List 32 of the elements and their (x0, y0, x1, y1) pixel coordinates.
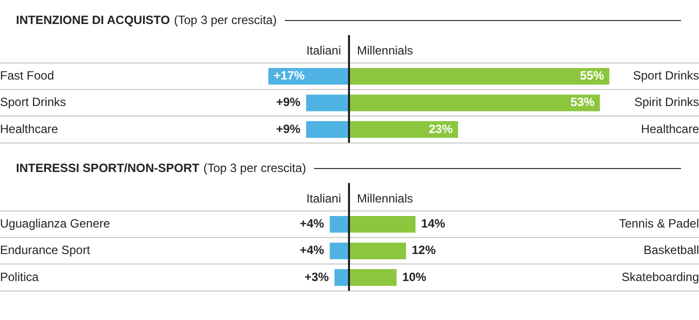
y-tick-label: Healthcare (0, 122, 58, 136)
data-label: 53% (570, 95, 595, 110)
data-label: 12% (412, 243, 436, 258)
y-tick-label: Sport Drinks (0, 95, 66, 110)
data-label: +9% (276, 122, 301, 136)
y-tick-label: Healthcare (640, 122, 699, 136)
chart-subtitle: (Top 3 per crescita) (174, 13, 277, 27)
series-label: Italiani (306, 43, 341, 58)
data-label: 23% (428, 122, 454, 136)
text: INTERESSI SPORT/NON-SPORT (16, 161, 200, 175)
data-label: 14% (421, 216, 446, 231)
series-label: Italiani (306, 191, 341, 206)
y-tick-label: Fast Food (0, 68, 54, 83)
y-tick-label: Spirit Drinks (634, 95, 699, 110)
y-tick-label: Sport Drinks (632, 68, 699, 83)
y-tick-label: Basketball (644, 243, 699, 258)
y-tick-label: Tennis & Padel (618, 216, 699, 231)
data-label: 55% (580, 68, 604, 83)
data-label: +3% (304, 270, 330, 284)
data-label: +17% (274, 68, 305, 83)
series-label: Millennials (357, 191, 414, 206)
y-tick-label: Skateboarding (622, 270, 699, 284)
data-label: 10% (402, 270, 427, 284)
chart-subtitle: (Top 3 per crescita) (203, 161, 306, 175)
text: INTENZIONE DI ACQUISTO (16, 13, 170, 27)
data-label: +4% (300, 216, 324, 231)
series-label: Millennials (357, 43, 414, 58)
y-tick-label: Uguaglianza Genere (0, 216, 110, 231)
data-label: +4% (300, 243, 324, 258)
y-tick-label: Politica (0, 270, 40, 284)
y-tick-label: Endurance Sport (0, 243, 91, 258)
data-label: +9% (276, 95, 301, 110)
